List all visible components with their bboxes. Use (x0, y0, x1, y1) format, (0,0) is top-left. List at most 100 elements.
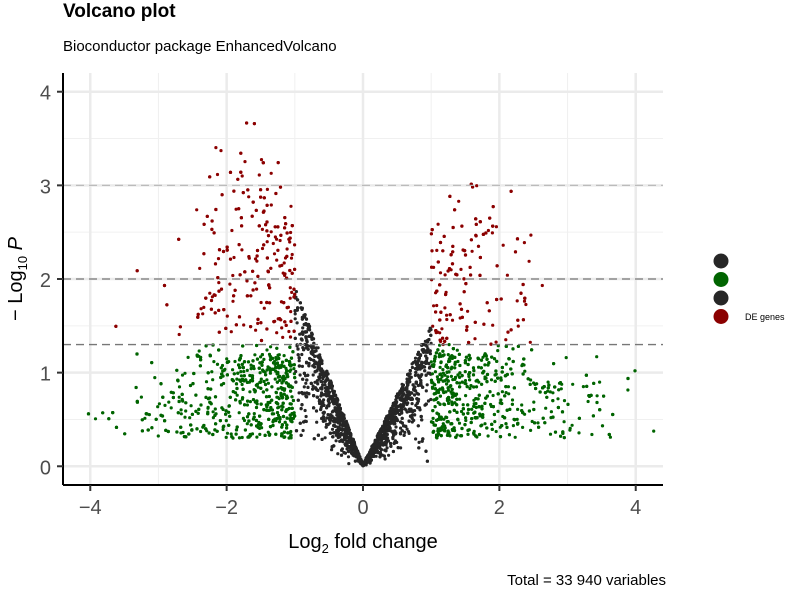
data-point (275, 372, 279, 376)
data-point (163, 403, 167, 407)
data-point (344, 435, 348, 439)
data-point (468, 371, 472, 375)
data-point (262, 306, 266, 310)
data-point (443, 429, 447, 433)
data-point (217, 308, 221, 312)
data-point (428, 352, 432, 356)
data-point (221, 369, 225, 373)
data-point (302, 385, 306, 389)
data-point (435, 289, 439, 293)
data-point (224, 419, 228, 423)
data-point (210, 370, 214, 374)
data-point (459, 267, 463, 271)
data-point (516, 324, 520, 328)
data-point (543, 421, 547, 425)
data-point (286, 382, 290, 386)
data-point (331, 435, 335, 439)
data-point (143, 416, 147, 420)
data-point (416, 362, 420, 366)
data-point (300, 352, 304, 357)
data-point (251, 200, 255, 204)
data-point (238, 399, 242, 404)
data-point (316, 365, 320, 369)
data-point (442, 417, 446, 421)
data-point (255, 435, 259, 439)
data-point (313, 354, 317, 358)
data-point (293, 336, 297, 340)
data-point (460, 224, 464, 228)
data-point (392, 441, 396, 445)
data-point (438, 428, 442, 433)
data-point (150, 361, 154, 365)
data-point (468, 386, 472, 391)
data-point (259, 386, 263, 390)
data-point (273, 377, 277, 381)
data-point (446, 386, 450, 390)
data-point (289, 389, 293, 393)
data-point (450, 400, 454, 404)
data-point (213, 395, 218, 399)
data-point (146, 428, 150, 432)
data-point (322, 418, 326, 423)
data-point (430, 265, 434, 269)
data-point (652, 429, 656, 433)
data-point (472, 431, 476, 435)
data-point (323, 386, 328, 390)
data-point (229, 432, 233, 436)
data-point (213, 407, 217, 411)
data-point (503, 416, 507, 420)
data-point (239, 370, 243, 374)
data-point (134, 385, 138, 390)
data-point (251, 398, 256, 402)
data-point (356, 453, 360, 457)
data-point (215, 172, 220, 177)
data-point (441, 368, 445, 372)
data-point (202, 423, 206, 428)
data-point (429, 333, 433, 337)
data-point (496, 349, 500, 353)
data-point (245, 415, 250, 419)
data-point (243, 403, 247, 407)
data-point (516, 318, 520, 322)
data-point (210, 227, 214, 231)
data-point (286, 375, 290, 379)
data-point (494, 225, 498, 229)
data-point (453, 401, 457, 405)
data-point (426, 371, 430, 375)
data-point (287, 359, 291, 364)
data-point (256, 317, 260, 321)
data-point (510, 372, 514, 376)
data-point (423, 369, 427, 373)
data-point (398, 432, 403, 436)
data-point (298, 301, 302, 305)
data-point (248, 400, 252, 404)
data-point (288, 363, 292, 367)
data-point (247, 195, 251, 199)
data-point (523, 369, 527, 373)
data-point (281, 401, 285, 405)
data-point (259, 377, 263, 381)
data-point (455, 348, 459, 352)
data-point (530, 419, 534, 424)
data-point (529, 428, 533, 432)
data-point (284, 358, 288, 362)
data-point (391, 449, 395, 454)
data-point (225, 314, 229, 318)
data-point (428, 349, 432, 353)
data-point (279, 233, 283, 237)
data-point (245, 422, 249, 426)
data-point (552, 362, 556, 366)
data-point (436, 377, 440, 381)
data-point (378, 455, 382, 459)
data-point (161, 395, 165, 399)
data-point (276, 406, 280, 410)
data-point (328, 381, 332, 385)
data-point (413, 359, 417, 364)
data-point (206, 371, 210, 375)
data-point (407, 393, 412, 397)
data-point (463, 253, 468, 257)
data-point (416, 383, 420, 388)
data-point (93, 417, 98, 421)
data-point (507, 392, 511, 396)
data-point (281, 414, 286, 419)
